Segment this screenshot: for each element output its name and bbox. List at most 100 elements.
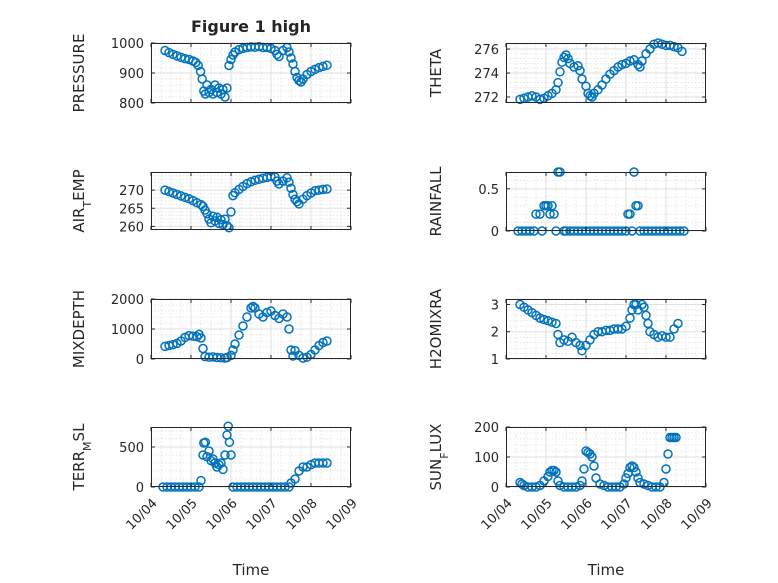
data-point xyxy=(625,56,635,66)
data-point xyxy=(282,173,292,183)
y-tick-label: 0.5 xyxy=(478,183,499,198)
data-point xyxy=(318,61,328,72)
data-point xyxy=(228,345,238,355)
data-point xyxy=(559,335,569,345)
subplot-terr-msl: 0 500 10/04 10/05 10/06 10/07 10/08 10/09 Time TE… xyxy=(70,421,361,579)
data-point xyxy=(575,340,585,351)
data-point xyxy=(665,332,675,342)
data-point xyxy=(549,209,559,219)
data-point xyxy=(661,332,671,342)
data-point xyxy=(197,74,207,84)
x-tick-label: 10/07 xyxy=(599,496,636,533)
data-point xyxy=(549,465,559,476)
data-point xyxy=(322,458,332,468)
axes-background xyxy=(151,427,351,487)
data-point xyxy=(290,66,300,77)
axes-box xyxy=(151,427,351,487)
data-point xyxy=(555,67,565,77)
data-point xyxy=(547,317,557,327)
data-point xyxy=(661,464,671,474)
x-tick-label: 10/08 xyxy=(639,496,676,533)
y-tick-label: 0 xyxy=(491,225,499,240)
y-tick-label: 0 xyxy=(136,481,144,496)
data-series xyxy=(160,301,332,363)
data-point xyxy=(238,321,248,331)
data-point xyxy=(629,462,639,473)
x-tick-label: 10/04 xyxy=(124,496,161,533)
x-axis-label: Time xyxy=(232,561,270,579)
data-point xyxy=(625,462,635,473)
data-point xyxy=(234,330,244,340)
data-point xyxy=(322,184,332,194)
data-point xyxy=(216,215,226,225)
y-tick-label: 265 xyxy=(119,202,144,217)
data-point xyxy=(619,479,629,489)
data-point xyxy=(230,339,240,349)
y-tick-label: 900 xyxy=(119,67,144,82)
subplot-rainfall: 0 0.5 RAINFALL xyxy=(427,166,707,240)
data-point xyxy=(224,60,234,71)
data-point xyxy=(535,313,545,323)
data-series xyxy=(160,171,332,233)
y-axis-label: TERRMSL xyxy=(70,423,94,492)
data-point xyxy=(192,332,202,342)
data-point xyxy=(553,77,563,88)
x-tick-label: 10/05 xyxy=(164,496,201,533)
subplot-sun-flux: 0 100 200 10/04 10/05 10/06 10/07 10/08 10/09 Tim… xyxy=(427,421,716,579)
y-tick-label: 1000 xyxy=(111,323,144,338)
data-point xyxy=(587,452,597,462)
x-axis-label: Time xyxy=(587,561,625,579)
y-tick-label: 0 xyxy=(491,481,499,496)
x-tick-label: 10/07 xyxy=(244,496,281,533)
data-point xyxy=(216,353,226,363)
x-tick-label: 10/08 xyxy=(284,496,321,533)
data-point xyxy=(563,53,573,64)
data-point xyxy=(543,200,553,211)
data-point xyxy=(222,83,232,93)
data-point xyxy=(204,446,214,456)
data-point xyxy=(220,214,230,224)
data-point xyxy=(220,450,230,460)
data-point xyxy=(318,458,328,468)
data-point xyxy=(196,475,206,486)
data-point xyxy=(172,189,182,200)
data-point xyxy=(318,184,328,195)
data-point xyxy=(543,316,553,326)
data-series xyxy=(160,41,332,102)
axes-box xyxy=(151,172,351,230)
data-point xyxy=(535,209,545,219)
data-point xyxy=(288,351,298,361)
y-tick-label: 1 xyxy=(491,353,499,368)
y-tick-label: 272 xyxy=(474,91,499,106)
data-series xyxy=(515,299,683,356)
data-point xyxy=(246,303,256,313)
subplot-h2omixra: 1 2 3 H2OMIXRA xyxy=(427,288,707,369)
data-point xyxy=(573,61,583,71)
data-point xyxy=(635,62,645,72)
data-point xyxy=(633,473,643,483)
data-point xyxy=(637,56,647,66)
data-point xyxy=(226,54,236,65)
data-point xyxy=(200,437,211,447)
axes-box xyxy=(506,299,706,359)
data-point xyxy=(545,209,555,219)
y-axis-label: RAINFALL xyxy=(427,166,445,237)
subplot-mixdepth: 0 1000 2000 MIXDEPTH xyxy=(70,290,352,368)
y-tick-label: 276 xyxy=(474,43,499,58)
data-point xyxy=(164,186,174,197)
data-point xyxy=(196,333,206,343)
data-point xyxy=(633,200,643,211)
y-tick-label: 1000 xyxy=(111,37,144,52)
y-tick-label: 274 xyxy=(474,67,499,82)
y-axis-label: SUNFLUX xyxy=(427,424,451,491)
y-tick-label: 800 xyxy=(119,97,144,112)
data-point xyxy=(677,46,687,57)
y-axis-label: PRESSURE xyxy=(70,34,88,113)
data-point xyxy=(286,183,296,194)
data-point xyxy=(621,473,631,483)
data-point xyxy=(216,458,226,468)
data-point xyxy=(202,208,212,219)
minor-grid xyxy=(506,298,706,359)
data-point xyxy=(286,53,296,63)
